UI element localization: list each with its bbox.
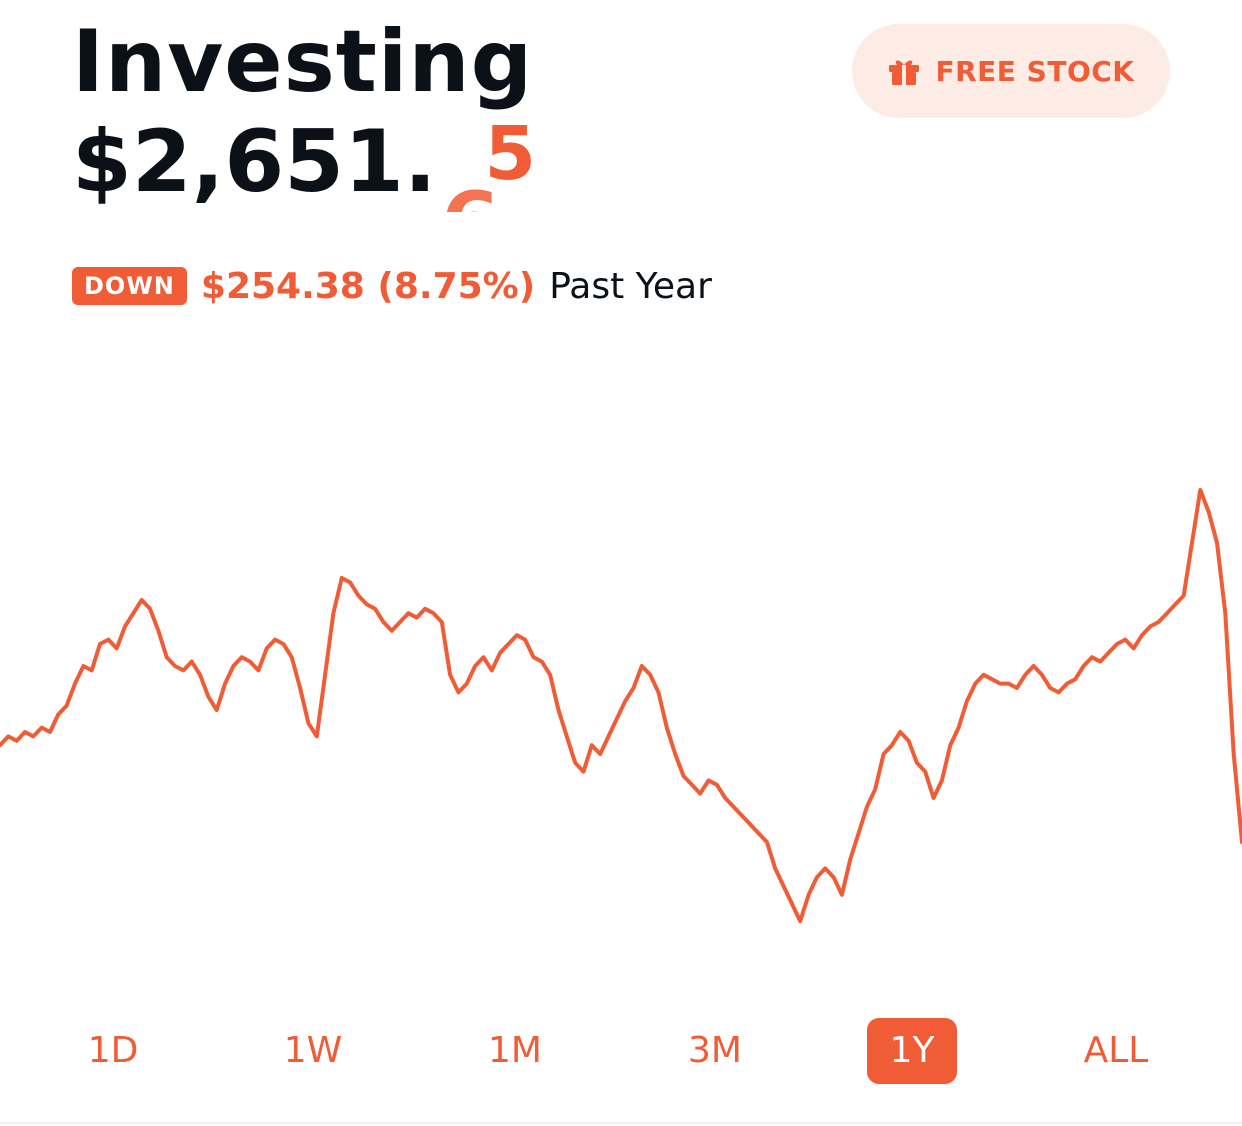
range-1w[interactable]: 1W: [283, 1030, 343, 1071]
range-3m[interactable]: 3M: [688, 1030, 742, 1071]
direction-badge: DOWN: [72, 267, 187, 305]
balance-value: $2,651.: [72, 112, 437, 212]
gift-icon: [889, 60, 920, 85]
range-1y[interactable]: 1Y: [867, 1018, 957, 1084]
portfolio-line-chart[interactable]: [0, 330, 1242, 1000]
rolling-digit-incoming: 5: [484, 112, 533, 197]
change-period: Past Year: [549, 265, 712, 307]
free-stock-button[interactable]: FREE STOCK: [852, 24, 1170, 118]
change-value: $254.38 (8.75%): [200, 265, 536, 307]
free-stock-label: FREE STOCK: [935, 54, 1135, 88]
time-range-selector: 1D 1W 1M 3M 1Y ALL: [0, 1014, 1242, 1088]
series-line: [0, 488, 1242, 924]
range-1m[interactable]: 1M: [488, 1030, 542, 1071]
range-1d[interactable]: 1D: [87, 1030, 139, 1071]
divider: [0, 1122, 1242, 1124]
range-all[interactable]: ALL: [1083, 1030, 1149, 1071]
change-summary: DOWN $254.38 (8.75%) Past Year: [72, 265, 712, 307]
rolling-digit-outgoing: 6: [441, 174, 501, 212]
portfolio-balance: $2,651.65: [72, 112, 533, 212]
page-title: Investing: [72, 12, 534, 112]
balance-rolling-digits: 65: [437, 112, 533, 212]
